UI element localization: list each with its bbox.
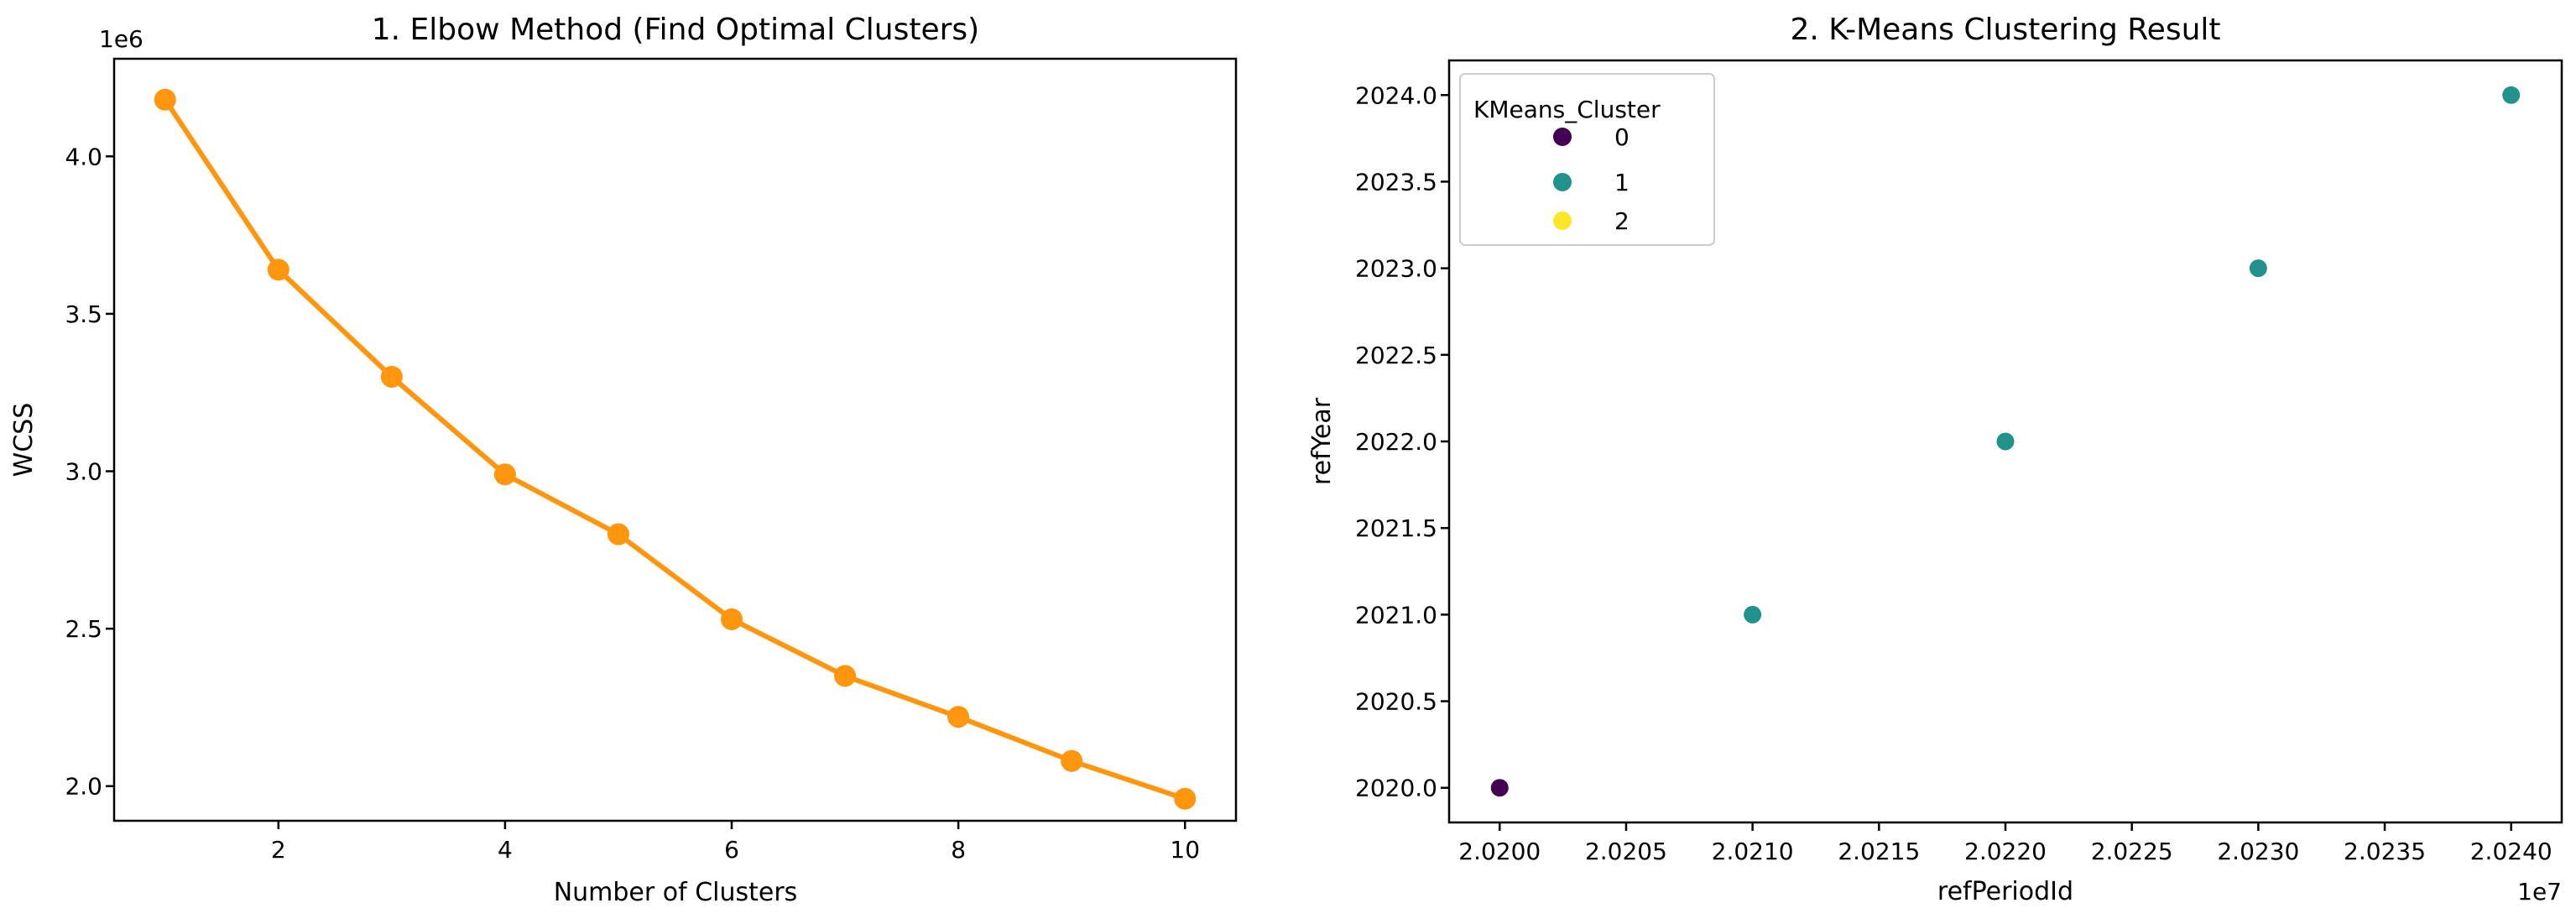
legend-marker-cluster-1 — [1553, 173, 1572, 191]
y-tick-label: 2021.5 — [1355, 514, 1437, 542]
legend-marker-cluster-0 — [1553, 128, 1572, 146]
data-point-marker — [380, 365, 403, 388]
y-axis-label: WCSS — [9, 403, 39, 478]
data-point-marker — [1174, 787, 1197, 810]
legend-title: KMeans_Cluster — [1473, 96, 1661, 123]
data-point-marker — [267, 258, 289, 281]
y-tick-label: 2020.0 — [1355, 775, 1437, 802]
elbow-chart-title: 1. Elbow Method (Find Optimal Clusters) — [372, 13, 979, 47]
legend-label-cluster-0: 0 — [1614, 123, 1630, 151]
x-tick-label: 2.0230 — [2217, 838, 2299, 865]
y-tick-label: 2022.5 — [1355, 342, 1437, 369]
elbow-plot-area: 2 4 6 8 10 2.0 2.5 3.0 3.5 4.0 — [65, 57, 1238, 864]
legend-label-cluster-2: 2 — [1614, 207, 1630, 235]
x-axis-label: Number of Clusters — [554, 878, 798, 907]
data-point-marker — [947, 706, 970, 728]
x-tick-label: 2.0215 — [1838, 838, 1920, 865]
data-point-marker — [493, 463, 516, 486]
x-tick-label: 10 — [1170, 836, 1200, 864]
x-tick-label: 6 — [724, 836, 739, 864]
x-axis-offset-label: 1e7 — [2517, 878, 2562, 906]
y-tick-label: 2.0 — [65, 773, 102, 801]
axes-spines — [112, 57, 1238, 822]
legend: KMeans_Cluster 0 1 2 — [1459, 73, 1715, 246]
cluster-data-point — [2502, 86, 2521, 104]
y-tick-label: 2022.0 — [1355, 428, 1437, 456]
y-tick-label: 2021.0 — [1355, 601, 1437, 629]
x-tick-label: 2.0220 — [1964, 838, 2047, 865]
y-tick-label: 3.0 — [65, 458, 102, 486]
data-point-marker — [154, 88, 176, 111]
legend-marker-cluster-2 — [1553, 211, 1572, 230]
data-point-marker — [721, 608, 743, 630]
data-point-marker — [607, 523, 629, 546]
data-point-marker — [1061, 749, 1083, 772]
kmeans-scatter-chart: 2.0200 2.0205 2.0210 2.0215 2.0220 2.0225 2.02… — [1307, 13, 2563, 906]
y-tick-label: 3.5 — [65, 300, 102, 328]
elbow-method-chart: 2 4 6 8 10 2.0 2.5 3.0 3.5 4.0 1. Elbow Method (F… — [9, 13, 1238, 907]
y-tick-label: 2.5 — [65, 615, 102, 643]
y-tick-label: 2020.5 — [1355, 688, 1437, 716]
kmeans-chart-title: 2. K-Means Clustering Result — [1790, 13, 2220, 47]
y-tick-label: 2024.0 — [1355, 81, 1437, 109]
y-tick-label: 2023.5 — [1355, 168, 1437, 196]
legend-label-cluster-1: 1 — [1614, 169, 1630, 196]
y-tick-label: 4.0 — [65, 143, 102, 170]
kmeans-plot-area: 2.0200 2.0205 2.0210 2.0215 2.0220 2.0225 2.02… — [1355, 59, 2563, 865]
y-axis-offset-label: 1e6 — [99, 25, 143, 53]
cluster-data-point — [2249, 259, 2267, 278]
x-tick-label: 8 — [951, 836, 966, 864]
cluster-data-point — [1490, 779, 1509, 797]
cluster-data-point — [1996, 432, 2015, 451]
x-tick-label: 2 — [271, 836, 286, 864]
x-tick-label: 2.0205 — [1585, 838, 1667, 865]
data-point-marker — [834, 665, 857, 687]
x-tick-label: 2.0200 — [1458, 838, 1541, 865]
cluster-data-point — [1744, 605, 1762, 624]
x-tick-label: 2.0235 — [2344, 838, 2426, 865]
x-tick-label: 2.0225 — [2091, 838, 2173, 865]
x-axis-label: refPeriodId — [1937, 877, 2073, 906]
elbow-line — [162, 97, 1188, 801]
y-tick-label: 2023.0 — [1355, 255, 1437, 283]
y-axis-label: refYear — [1307, 397, 1337, 485]
x-tick-label: 4 — [498, 836, 513, 864]
legend-box — [1459, 73, 1715, 246]
x-tick-label: 2.0210 — [1712, 838, 1794, 865]
x-tick-label: 2.0240 — [2470, 838, 2553, 865]
